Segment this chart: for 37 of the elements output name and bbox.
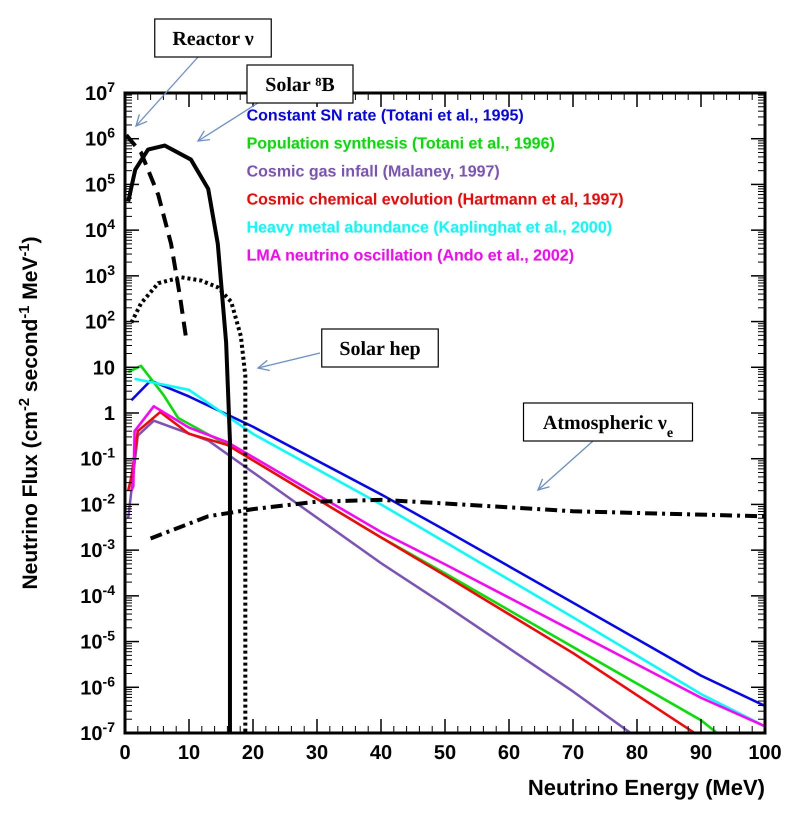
x-tick-label: 70 <box>562 742 584 764</box>
text: Population synthesis (Totani et al., 1996) <box>246 136 555 153</box>
annotation: Solar hep <box>339 338 421 360</box>
annotation: Atmospheric ν$_{e}$ <box>542 412 674 440</box>
y-tick-label: 10 <box>92 357 115 380</box>
x-tick-label: 40 <box>370 742 392 764</box>
y-tick-label: 10$^{-1}$ <box>80 444 116 471</box>
annotation: Solar ⁸B <box>265 74 335 96</box>
y-tick-label: 10$^{7}$ <box>84 79 116 105</box>
y-tick-label: 10$^{-5}$ <box>80 628 116 654</box>
x-tick-label: 30 <box>306 742 328 764</box>
y-tick-label: 10$^{-4}$ <box>80 582 116 608</box>
x-axis-title: Neutrino Energy (MeV) <box>528 775 765 800</box>
x-tick-label: 0 <box>119 742 131 764</box>
text: Heavy metal abundance (Kaplinghat et al., 2000) <box>246 220 612 237</box>
x-tick-label: 50 <box>434 742 456 764</box>
text: Constant SN rate (Totani et al., 1995) <box>246 108 524 125</box>
x-tick-label: 10 <box>178 742 200 764</box>
y-tick-label: 10$^{-6}$ <box>80 673 116 700</box>
text: Cosmic gas infall (Malaney, 1997) <box>246 164 500 181</box>
text: Reactor ν <box>172 28 254 50</box>
y-tick-label: 10$^{-2}$ <box>80 490 116 516</box>
y-tick-label: 10$^{6}$ <box>84 124 116 151</box>
y-tick-label: 10$^{5}$ <box>84 170 116 196</box>
y-tick-label: 10$^{-7}$ <box>80 719 116 745</box>
x-tick-label: 60 <box>498 742 520 764</box>
text: Cosmic chemical evolution (Hartmann et al, 1997) <box>246 192 624 209</box>
text: LMA neutrino oscillation (Ando et al., 2002) <box>246 248 574 265</box>
y-tick-label: 1 <box>104 403 115 425</box>
y-tick-label: 10$^{-3}$ <box>80 536 116 562</box>
y-tick-label: 10$^{3}$ <box>84 262 116 288</box>
x-tick-label: 90 <box>690 742 712 764</box>
x-tick-label: 20 <box>242 742 264 764</box>
x-tick-label: 100 <box>748 742 782 764</box>
x-tick-label: 80 <box>626 742 648 764</box>
y-tick-label: 10$^{4}$ <box>84 216 116 242</box>
y-tick-label: 10$^{2}$ <box>84 308 116 334</box>
